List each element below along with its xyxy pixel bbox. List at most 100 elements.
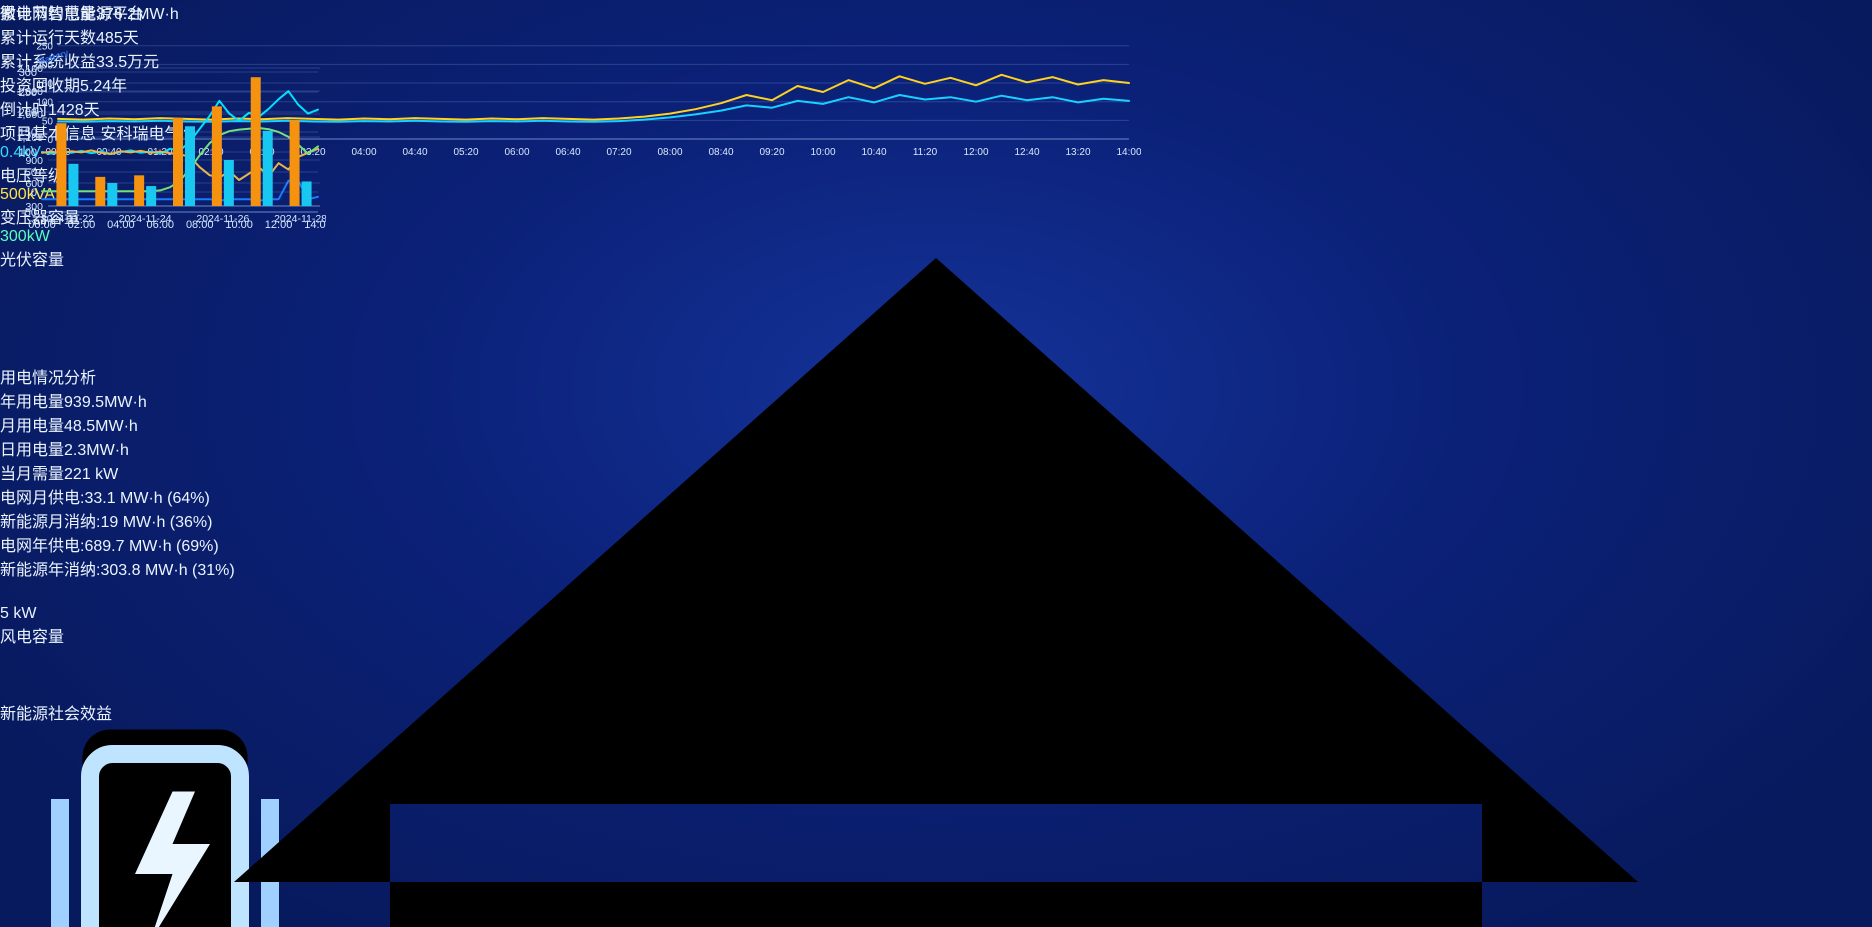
svg-text:250: 250 bbox=[36, 42, 53, 53]
card-unit: kW bbox=[13, 605, 37, 622]
donut-legends: 电网月供电:33.1 MW·h (64%) 新能源月消纳:19 MW·h (36… bbox=[0, 484, 330, 580]
svg-text:04:00: 04:00 bbox=[107, 219, 135, 231]
panel-title: 用电情况分析 bbox=[0, 370, 97, 387]
stat-label: 月用电量 bbox=[0, 418, 65, 435]
svg-text:300: 300 bbox=[19, 67, 37, 79]
stat-value: 939.5 bbox=[64, 394, 105, 411]
stat-label: 日用电量 bbox=[0, 442, 65, 459]
svg-text:0: 0 bbox=[31, 187, 37, 199]
kpi-payback: 投资回收期5.24年 bbox=[0, 72, 1872, 96]
svg-text:14:00: 14:00 bbox=[304, 219, 326, 231]
year-legend: 电网年供电:689.7 MW·h (69%) 新能源年消纳:303.8 MW·h… bbox=[0, 532, 330, 580]
panel-header: 用电情况分析 bbox=[0, 364, 330, 388]
card-wind-capacity: 5 kW 风电容量 bbox=[0, 270, 330, 647]
svg-text:10:40: 10:40 bbox=[861, 147, 886, 158]
kpi-value: 33.5 bbox=[96, 54, 128, 71]
kpi-unit: 年 bbox=[111, 78, 128, 95]
pedestal-unit: kW bbox=[26, 228, 50, 245]
svg-text:2024-11-26: 2024-11-26 bbox=[196, 213, 249, 225]
legend-label: 电网月供电: bbox=[0, 490, 85, 507]
svg-text:10:00: 10:00 bbox=[225, 219, 253, 231]
svg-text:06:00: 06:00 bbox=[504, 147, 529, 158]
svg-text:03:20: 03:20 bbox=[300, 147, 325, 158]
month-legend: 电网月供电:33.1 MW·h (64%) 新能源月消纳:19 MW·h (36… bbox=[0, 484, 330, 532]
svg-text:200: 200 bbox=[36, 60, 53, 71]
svg-text:1,200: 1,200 bbox=[17, 132, 43, 144]
pedestal-unit: kV bbox=[22, 144, 41, 161]
svg-text:0: 0 bbox=[47, 135, 53, 146]
svg-text:07:20: 07:20 bbox=[606, 147, 631, 158]
kpi-label: 累计系统收益 bbox=[0, 54, 97, 71]
svg-text:150: 150 bbox=[36, 79, 53, 90]
legend-item: 新能源年消纳:303.8 MW·h (31%) bbox=[0, 556, 330, 580]
kpi-value: 376.2 bbox=[96, 6, 137, 23]
svg-text:12:00: 12:00 bbox=[265, 219, 293, 231]
svg-text:05:20: 05:20 bbox=[453, 147, 478, 158]
svg-text:09:20: 09:20 bbox=[759, 147, 784, 158]
kpi-total-income: 累计系统收益33.5万元 bbox=[0, 48, 1872, 72]
svg-text:04:40: 04:40 bbox=[402, 147, 427, 158]
kpi-unit: 万元 bbox=[127, 54, 160, 71]
svg-text:10:00: 10:00 bbox=[810, 147, 835, 158]
svg-text:1,800: 1,800 bbox=[17, 86, 43, 98]
svg-text:11:20: 11:20 bbox=[913, 147, 938, 158]
legend-label: 新能源月消纳: bbox=[0, 514, 101, 531]
svg-text:06:00: 06:00 bbox=[147, 219, 175, 231]
svg-text:12:40: 12:40 bbox=[1014, 147, 1039, 158]
svg-text:-50: -50 bbox=[21, 207, 37, 219]
svg-text:50: 50 bbox=[25, 167, 37, 179]
svg-text:08:00: 08:00 bbox=[186, 219, 214, 231]
stat-unit: MW·h bbox=[86, 442, 129, 459]
legend-item: 电网年供电:689.7 MW·h (69%) bbox=[0, 532, 330, 556]
legend-label: 电网年供电: bbox=[0, 538, 85, 555]
stat-label: 年用电量 bbox=[0, 394, 65, 411]
kpi-countdown: 倒计时1428天 bbox=[0, 96, 1872, 120]
kpi-value: 485 bbox=[96, 30, 123, 47]
kpi-unit: 天 bbox=[83, 102, 100, 119]
svg-text:1,500: 1,500 bbox=[17, 109, 43, 121]
pedestal-label: 变压器容量 bbox=[0, 210, 81, 227]
kpi-unit: 天 bbox=[122, 30, 139, 47]
stat-year-usage: 年用电量939.5MW·h bbox=[0, 388, 330, 412]
kpi-saved-energy: 累计节约电量376.2MW·h bbox=[0, 0, 1872, 24]
svg-text:00:40: 00:40 bbox=[96, 147, 121, 158]
svg-text:00:00: 00:00 bbox=[28, 219, 56, 231]
legend-item: 电网月供电:33.1 MW·h (64%) bbox=[0, 484, 330, 508]
pedestal-voltage: 0.4kV 电压等级 bbox=[0, 144, 330, 186]
kpi-unit: MW·h bbox=[136, 6, 179, 23]
svg-text:06:40: 06:40 bbox=[555, 147, 580, 158]
svg-text:04:00: 04:00 bbox=[351, 147, 376, 158]
page-title: 微电网智慧能源平台 bbox=[0, 6, 145, 23]
kpi-label: 投资回收期 bbox=[0, 78, 81, 95]
legend-item: 新能源月消纳:19 MW·h (36%) bbox=[0, 508, 330, 532]
stat-unit: MW·h bbox=[104, 394, 147, 411]
usage-analysis-panel: 用电情况分析 年用电量939.5MW·h 月用电量48.5MW·h 日用电量2.… bbox=[0, 364, 330, 700]
svg-text:150: 150 bbox=[19, 127, 37, 139]
kpi-label: 累计运行天数 bbox=[0, 30, 97, 47]
svg-text:900: 900 bbox=[25, 155, 43, 167]
svg-text:2024-11-22: 2024-11-22 bbox=[41, 213, 94, 225]
stat-label: 当月需量 bbox=[0, 466, 65, 483]
kpi-label: 累计节约电量 bbox=[0, 6, 97, 23]
svg-text:02:40: 02:40 bbox=[249, 147, 274, 158]
svg-text:02:00: 02:00 bbox=[68, 219, 96, 231]
stat-value: 2.3 bbox=[64, 442, 87, 459]
kpi-run-days: 累计运行天数485天 bbox=[0, 24, 1872, 48]
card-value: 5 bbox=[0, 605, 9, 622]
svg-text:13:20: 13:20 bbox=[1065, 147, 1090, 158]
stat-unit: MW·h bbox=[95, 418, 138, 435]
legend-value: 33.1 MW·h (64%) bbox=[84, 490, 210, 507]
stat-month-demand: 当月需量221 kW bbox=[0, 460, 330, 484]
home-icon[interactable] bbox=[0, 24, 1872, 927]
svg-text:2024-11-24: 2024-11-24 bbox=[119, 213, 172, 225]
kpi-bar: 累计节约电量376.2MW·h 累计运行天数485天 累计系统收益33.5万元 … bbox=[0, 0, 1872, 120]
kpi-value: 5.24 bbox=[80, 78, 112, 95]
pedestal-pv: 300kW 光伏容量 bbox=[0, 228, 330, 270]
svg-text:12:00: 12:00 bbox=[963, 147, 988, 158]
svg-text:250: 250 bbox=[19, 87, 37, 99]
stat-unit: kW bbox=[95, 466, 119, 483]
pedestal-label: 光伏容量 bbox=[0, 252, 65, 269]
